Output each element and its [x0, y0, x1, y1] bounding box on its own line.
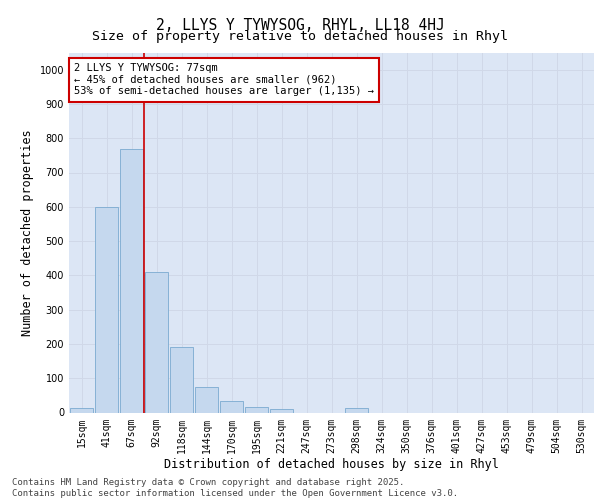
Text: Size of property relative to detached houses in Rhyl: Size of property relative to detached ho…	[92, 30, 508, 43]
Bar	[220, 400, 243, 412]
Text: 2 LLYS Y TYWYSOG: 77sqm
← 45% of detached houses are smaller (962)
53% of semi-d: 2 LLYS Y TYWYSOG: 77sqm ← 45% of detache…	[74, 64, 374, 96]
Text: 2, LLYS Y TYWYSOG, RHYL, LL18 4HJ: 2, LLYS Y TYWYSOG, RHYL, LL18 4HJ	[155, 18, 445, 32]
Bar	[170, 348, 193, 412]
X-axis label: Distribution of detached houses by size in Rhyl: Distribution of detached houses by size …	[164, 458, 499, 471]
Bar	[245, 408, 268, 412]
Y-axis label: Number of detached properties: Number of detached properties	[21, 129, 34, 336]
Bar	[95, 207, 118, 412]
Bar	[195, 387, 218, 412]
Bar	[70, 408, 93, 412]
Bar	[145, 272, 168, 412]
Bar	[270, 409, 293, 412]
Bar	[120, 148, 143, 412]
Bar	[345, 408, 368, 412]
Text: Contains HM Land Registry data © Crown copyright and database right 2025.
Contai: Contains HM Land Registry data © Crown c…	[12, 478, 458, 498]
